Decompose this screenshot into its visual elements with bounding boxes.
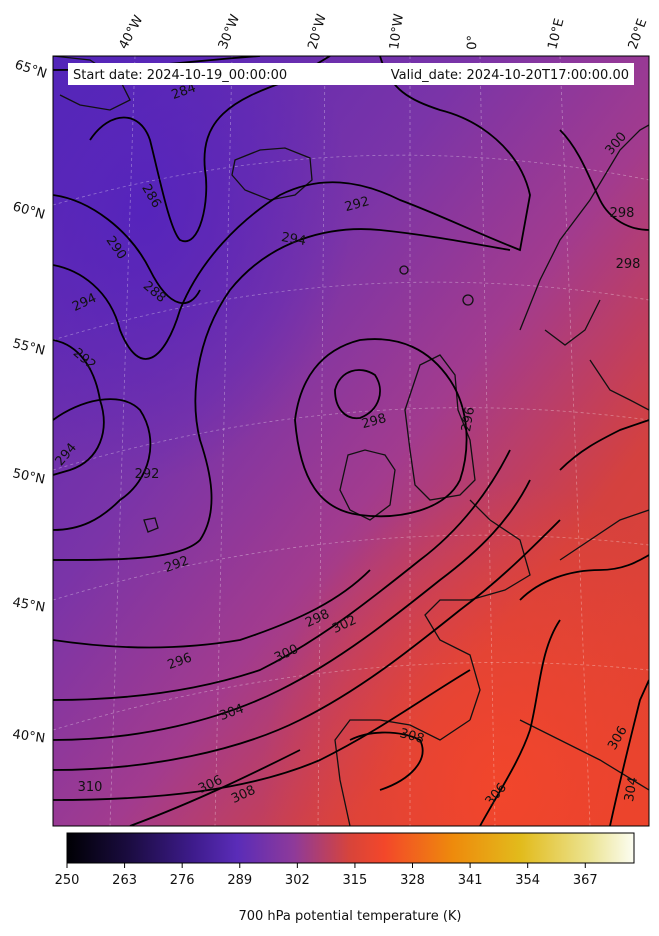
longitude-labels: 40°W 30°W 20°W 10°W 0° 10°E 20°E [116, 12, 650, 52]
colorbar-tick-label: 328 [400, 873, 425, 888]
colorbar-tick-label: 315 [343, 873, 368, 888]
contour-label: 298 [616, 257, 641, 272]
contour-label: 294 [280, 230, 307, 249]
lon-label: 30°W [216, 12, 243, 51]
lon-label: 40°W [116, 13, 146, 52]
colorbar-tick-label: 341 [458, 873, 483, 888]
colorbar-tick-label: 354 [515, 873, 540, 888]
latitude-labels: 65°N 60°N 55°N 50°N 45°N 40°N [11, 58, 49, 747]
lon-label: 20°E [626, 17, 651, 52]
warm-region [53, 56, 649, 826]
lat-label: 55°N [11, 336, 46, 358]
coastlines [53, 56, 649, 826]
lon-label: 0° [465, 35, 481, 50]
contour-label: 308 [398, 726, 426, 747]
start-date-label: Start date: 2024-10-19_00:00:00 [73, 68, 287, 83]
colorbar-tick-label: 276 [170, 873, 195, 888]
lat-label: 45°N [11, 595, 46, 615]
contour-label: 304 [622, 776, 641, 803]
valid-date-label: Valid_date: 2024-10-20T17:00:00.00 [391, 68, 629, 83]
contour-label: 292 [135, 467, 160, 482]
colorbar-tick-label: 263 [112, 873, 137, 888]
colorbar-tick-label: 250 [55, 873, 80, 888]
lon-label: 20°W [305, 12, 329, 51]
colorbar-tick-label: 367 [573, 873, 598, 888]
colorbar-label: 700 hPa potential temperature (K) [238, 909, 461, 924]
lon-label: 10°E [545, 17, 567, 51]
colorbar-ticks: 250 263 276 289 302 315 328 341 354 367 [55, 863, 598, 888]
map-frame [52, 55, 650, 827]
header-box [68, 63, 634, 85]
contour-label: 292 [343, 194, 371, 215]
lat-label: 40°N [11, 727, 46, 746]
lon-label: 10°W [387, 13, 407, 51]
lat-label: 65°N [13, 58, 49, 82]
lat-label: 60°N [11, 199, 47, 222]
lat-label: 50°N [11, 466, 46, 487]
contour-label: 298 [360, 411, 388, 432]
contour-label: 296 [459, 406, 478, 433]
contour-label: 310 [78, 780, 103, 795]
colorbar-tick-label: 289 [227, 873, 252, 888]
contour-label: 298 [610, 206, 635, 221]
colorbar-tick-label: 302 [285, 873, 310, 888]
colorbar [66, 832, 635, 864]
